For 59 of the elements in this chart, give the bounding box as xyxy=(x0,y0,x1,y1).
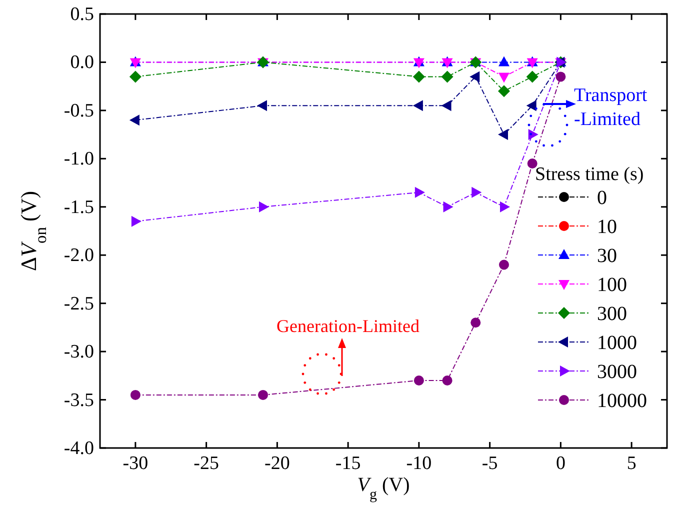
annotation: Transport -Limited xyxy=(574,85,648,130)
point xyxy=(527,158,538,168)
y-tick-label: 0.0 xyxy=(70,52,94,74)
x-tick-label: -10 xyxy=(406,453,432,474)
point xyxy=(442,376,452,386)
point xyxy=(412,70,425,83)
y-tick-label: -0.5 xyxy=(64,100,94,122)
y-tick-label: -3.5 xyxy=(64,390,94,411)
x-tick-label: 0 xyxy=(556,453,566,474)
point xyxy=(498,56,510,66)
legend-label: 0 xyxy=(597,187,607,209)
point xyxy=(470,71,480,82)
x-tick-label: -15 xyxy=(335,453,361,474)
point xyxy=(498,72,510,83)
y-tick-label: -3.0 xyxy=(64,342,94,363)
y-tick-label: -2.5 xyxy=(64,293,94,314)
point xyxy=(441,70,454,83)
point xyxy=(500,201,510,212)
point xyxy=(129,70,142,83)
point xyxy=(443,201,454,212)
x-tick-label: -20 xyxy=(264,453,290,474)
legend-label: 1000 xyxy=(597,332,637,354)
legend-label: 3000 xyxy=(597,361,637,383)
y-tick-label: -1.0 xyxy=(64,148,94,170)
y-tick-label: -2.0 xyxy=(64,245,94,266)
y-tick-label: 0.5 xyxy=(70,4,94,25)
point xyxy=(130,390,140,400)
legend-label: 100 xyxy=(597,274,627,296)
point xyxy=(441,100,452,112)
point xyxy=(498,260,509,270)
point xyxy=(259,201,270,212)
legend-label: 30 xyxy=(597,245,617,267)
x-tick-label: -25 xyxy=(194,453,219,474)
point xyxy=(472,186,482,198)
x-tick-label: -5 xyxy=(482,453,498,474)
point xyxy=(412,100,423,112)
point xyxy=(526,100,536,112)
point xyxy=(414,376,424,386)
point xyxy=(131,216,142,227)
point xyxy=(470,318,481,328)
legend-label: 300 xyxy=(597,303,627,325)
point xyxy=(414,186,425,198)
x-tick-label: 5 xyxy=(626,453,636,474)
y-tick-label: -4.0 xyxy=(64,438,94,459)
y-tick-label: -1.5 xyxy=(64,196,94,218)
point xyxy=(556,72,566,82)
legend-title: Stress time (s) xyxy=(535,164,644,185)
x-tick-label: -30 xyxy=(122,453,148,474)
point xyxy=(129,114,140,126)
point xyxy=(257,100,268,112)
legend-label: 10000 xyxy=(597,390,647,412)
point xyxy=(498,85,510,98)
x-axis-title: V$_{g}$ (V) xyxy=(357,474,410,503)
point xyxy=(258,390,268,400)
annotation: Generation-Limited xyxy=(276,316,420,336)
point xyxy=(528,129,538,140)
point xyxy=(498,129,508,140)
legend-label: 10 xyxy=(597,216,617,238)
point xyxy=(526,70,538,83)
